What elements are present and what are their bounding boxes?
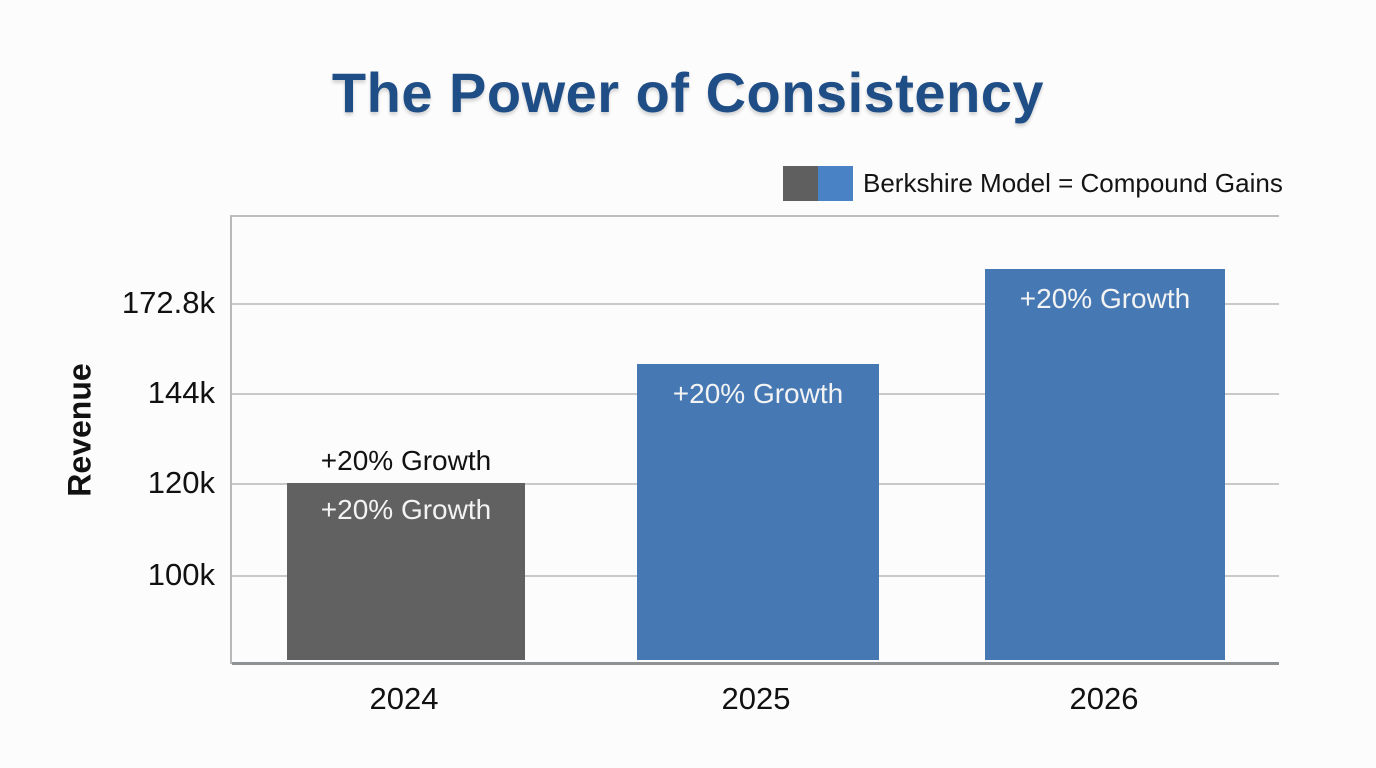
page-title: The Power of Consistency [331,61,1045,124]
gridline-172k [232,303,1279,305]
bar-2026-inner-label: +20% Growth [1019,283,1191,314]
bar-2026: +20% Growth [985,269,1225,660]
plot-area: +20% Growth +20% Growth +20% Growth +20%… [230,215,1279,665]
legend: Berkshire Model = Compound Gains [783,166,1283,201]
bar-2025: +20% Growth [637,364,879,660]
y-tick-144k: 144k [147,375,215,410]
bar-2024-inner-label: +20% Growth [320,494,492,525]
x-tick-2026: 2026 [1069,681,1139,716]
x-tick-2025: 2025 [721,681,791,716]
y-tick-100k: 100k [147,557,215,592]
legend-swatch-gray-icon [783,166,818,201]
legend-label: Berkshire Model = Compound Gains [863,168,1283,198]
x-axis-line [232,662,1279,665]
y-tick-120k: 120k [147,465,215,500]
x-tick-2024: 2024 [369,681,439,716]
bar-2025-inner-label: +20% Growth [672,378,844,409]
y-tick-172k: 172.8k [121,285,215,320]
y-axis-title: Revenue [61,363,98,497]
legend-swatch-blue-icon [818,166,853,201]
bar-2024-above-label: +20% Growth [320,445,492,476]
bar-2024: +20% Growth [287,483,525,660]
